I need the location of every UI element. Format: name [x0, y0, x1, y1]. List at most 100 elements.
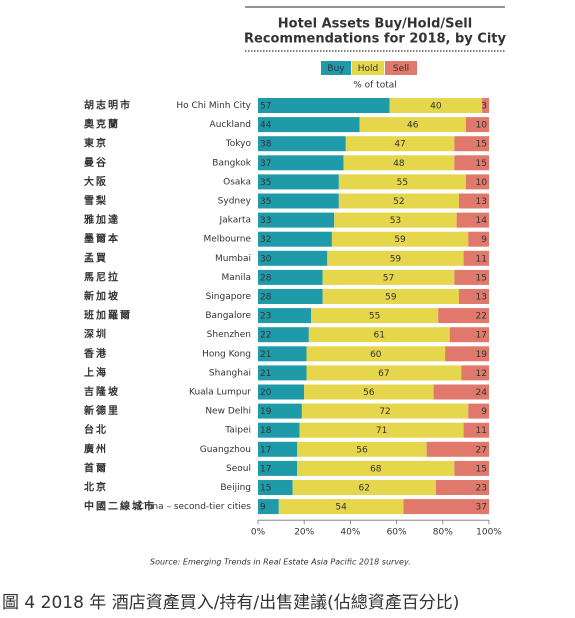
value-label: 15: [476, 140, 487, 150]
value-label: 53: [390, 216, 401, 226]
legend-label: Buy: [327, 64, 345, 74]
bar-segment: [258, 403, 302, 419]
bar-segment: [258, 460, 298, 476]
value-label: 19: [476, 350, 488, 360]
caption: 圖 4 2018 年 酒店資產買入/持有/出售建議(佔總資產百分比): [2, 593, 459, 613]
bar-segment: [258, 155, 344, 171]
bar-segment: [345, 136, 455, 152]
category-label: New Delhi: [205, 407, 251, 417]
bar-segment: [308, 327, 450, 343]
value-label: 9: [481, 235, 487, 245]
category-label: Tokyo: [225, 139, 252, 149]
value-label: 21: [260, 369, 271, 379]
value-label: 47: [394, 140, 405, 150]
value-label: 37: [476, 503, 487, 513]
value-label: 37: [260, 159, 271, 169]
category-label-zh: 深圳: [84, 328, 108, 341]
bar-segment: [258, 117, 360, 133]
value-label: 55: [397, 178, 408, 188]
value-label: 11: [476, 254, 487, 264]
legend-label: Sell: [393, 64, 409, 74]
value-label: 20: [260, 388, 272, 398]
bar-segment: [334, 212, 457, 228]
bar-segment: [482, 98, 489, 113]
value-label: 40: [430, 102, 442, 112]
bar-segment: [297, 460, 455, 476]
value-label: 62: [359, 484, 370, 494]
bar-segment: [258, 174, 339, 190]
value-label: 19: [260, 407, 272, 417]
value-label: 15: [476, 464, 487, 474]
category-label-zh: 雅加達: [84, 213, 120, 226]
category-label: Osaka: [223, 177, 251, 187]
bar-segment: [359, 117, 466, 133]
value-label: 22: [476, 312, 487, 322]
bar-segment: [258, 346, 307, 362]
bar-segment: [258, 422, 300, 438]
category-label: Manila: [221, 273, 251, 283]
value-label: 68: [370, 464, 382, 474]
bar-segment: [322, 289, 459, 304]
bar-segment: [258, 212, 335, 228]
category-label: Shanghai: [209, 368, 251, 378]
bar-segment: [258, 308, 312, 324]
category-label: Hong Kong: [202, 349, 251, 359]
bar-segment: [338, 193, 459, 209]
bar-segment: [468, 231, 489, 247]
legend-label: Hold: [358, 64, 379, 74]
value-label: 13: [476, 197, 487, 207]
x-tick-label: 0%: [251, 528, 266, 538]
value-label: 17: [260, 445, 271, 455]
value-label: 11: [476, 426, 487, 436]
bar-segment: [449, 327, 489, 343]
category-label: Kuala Lumpur: [189, 388, 251, 398]
bar-segment: [306, 365, 462, 381]
bar-segment: [426, 441, 489, 457]
bar-segment: [338, 174, 466, 190]
value-label: 28: [260, 273, 272, 283]
category-label-zh: 胡志明市: [84, 99, 132, 112]
legend-swatch: [385, 61, 417, 75]
value-label: 57: [260, 102, 271, 112]
value-label: 10: [476, 121, 488, 131]
value-label: 59: [390, 254, 402, 264]
value-label: 27: [476, 445, 487, 455]
bar-segment: [278, 499, 404, 515]
value-label: 71: [376, 426, 387, 436]
category-label: Auckland: [210, 120, 251, 130]
bar-segment: [306, 346, 446, 362]
x-tick-label: 20%: [294, 528, 314, 538]
bar-segment: [299, 422, 464, 438]
category-label: Jakarta: [219, 216, 251, 226]
value-label: 10: [476, 178, 488, 188]
bar-segment: [297, 441, 427, 457]
value-label: 56: [363, 388, 375, 398]
value-label: 30: [260, 254, 272, 264]
category-label: Shenzhen: [207, 330, 251, 340]
value-label: 38: [260, 140, 272, 150]
category-label-zh: 新加坡: [84, 290, 120, 303]
bar-segment: [258, 480, 293, 495]
value-label: 15: [476, 273, 487, 283]
chart-title: Hotel Assets Buy/Hold/Sell: [278, 17, 472, 32]
value-label: 59: [394, 235, 406, 245]
value-label: 14: [476, 216, 488, 226]
category-label-zh: 東京: [84, 137, 108, 150]
bar-segment: [258, 98, 390, 113]
category-label: Seoul: [226, 464, 251, 474]
bar-segment: [258, 250, 328, 266]
bar-segment: [445, 346, 489, 362]
value-label: 17: [476, 331, 487, 341]
bar-segment: [465, 117, 489, 133]
chart-title: Recommendations for 2018, by City: [244, 32, 507, 47]
bar-segment: [458, 193, 489, 209]
value-label: 17: [260, 464, 271, 474]
category-label-zh: 班加羅爾: [84, 309, 132, 322]
value-label: 61: [374, 331, 385, 341]
bar-segment: [343, 155, 455, 171]
value-label: 13: [476, 293, 487, 303]
bar-segment: [463, 250, 489, 266]
bar-segment: [258, 193, 339, 209]
value-label: 72: [379, 407, 390, 417]
